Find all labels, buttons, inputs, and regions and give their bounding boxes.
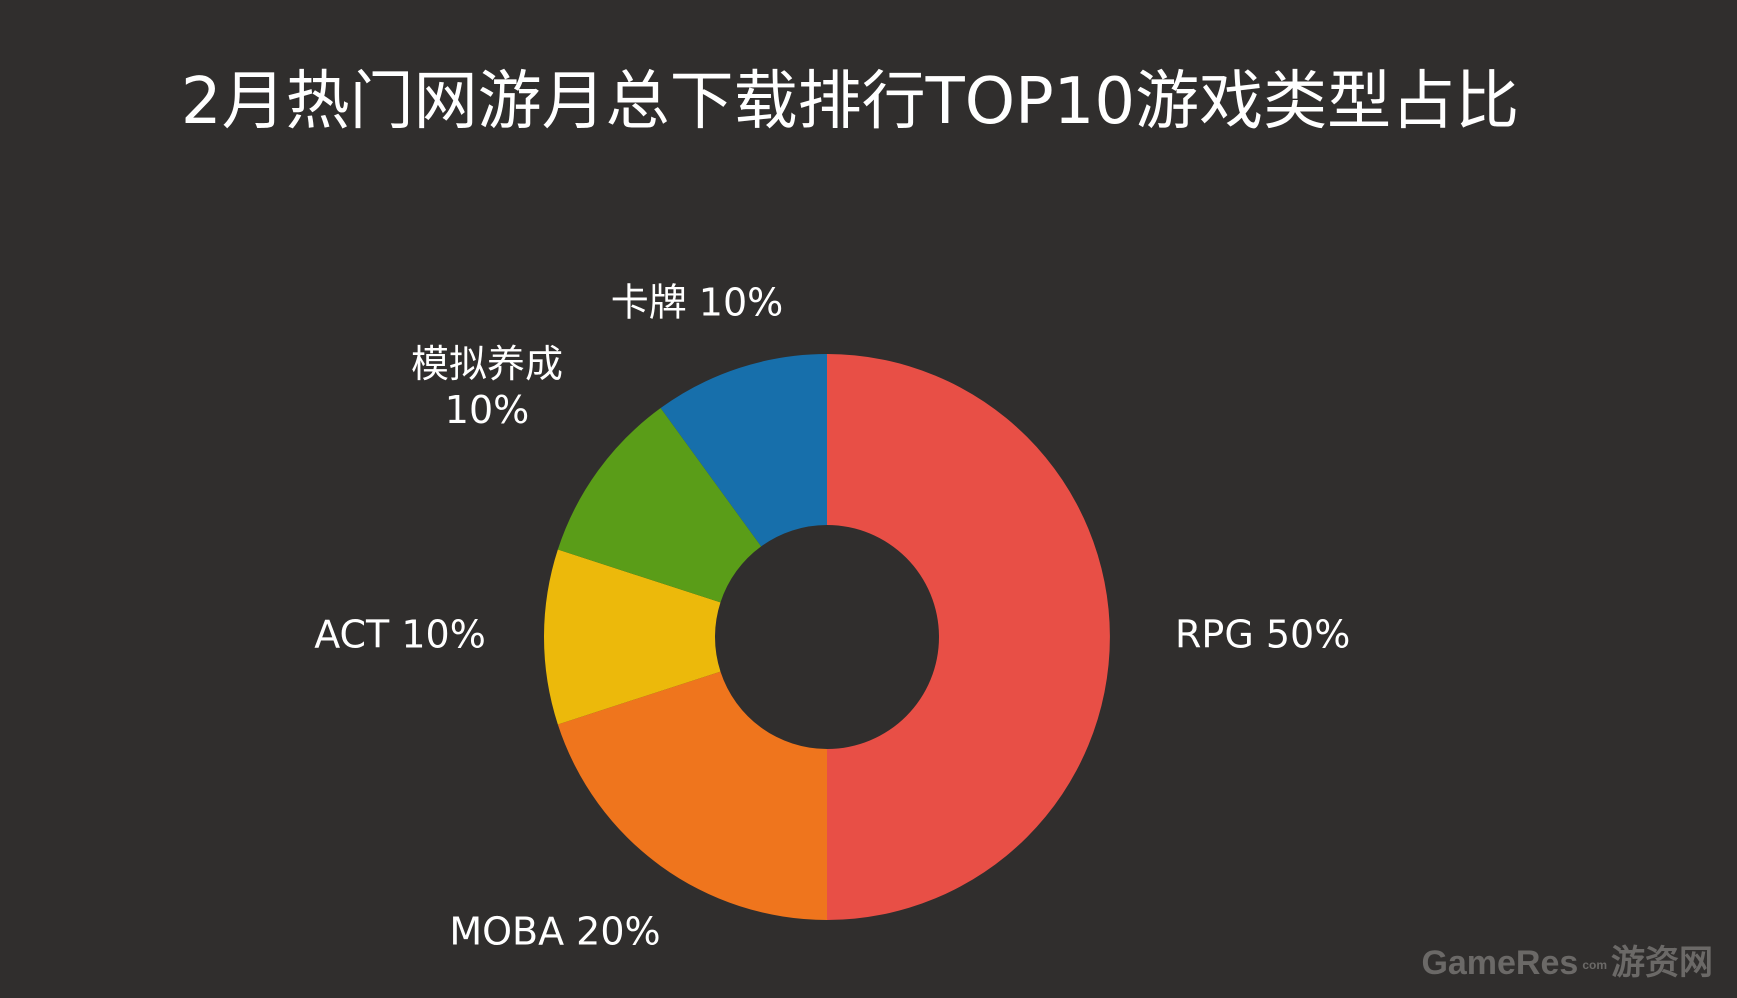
slice-label-RPG: RPG 50%	[1175, 613, 1350, 657]
slice-卡牌	[660, 354, 827, 547]
slice-RPG	[827, 354, 1110, 920]
slice-label-MOBA: MOBA 20%	[449, 910, 660, 954]
slice-label-模拟养成: 模拟养成 10%	[411, 342, 563, 432]
slice-ACT	[544, 549, 721, 725]
slice-MOBA	[557, 671, 827, 920]
slice-label-ACT: ACT 10%	[314, 613, 486, 657]
watermark-domain: com	[1582, 958, 1607, 973]
slice-label-卡牌: 卡牌 10%	[611, 281, 784, 325]
slices-layer	[544, 354, 1110, 920]
watermark-brand: GameRes	[1421, 944, 1579, 982]
watermark: GameRes com 游资网	[1421, 935, 1713, 984]
labels-layer: RPG 50% MOBA 20% ACT 10% 模拟养成 10% 卡牌 10%	[314, 281, 1350, 954]
slice-模拟养成	[557, 408, 762, 603]
watermark-site: 游资网	[1611, 944, 1713, 982]
chart-title: 2月热门网游月总下载排行TOP10游戏类型占比	[180, 65, 1520, 139]
